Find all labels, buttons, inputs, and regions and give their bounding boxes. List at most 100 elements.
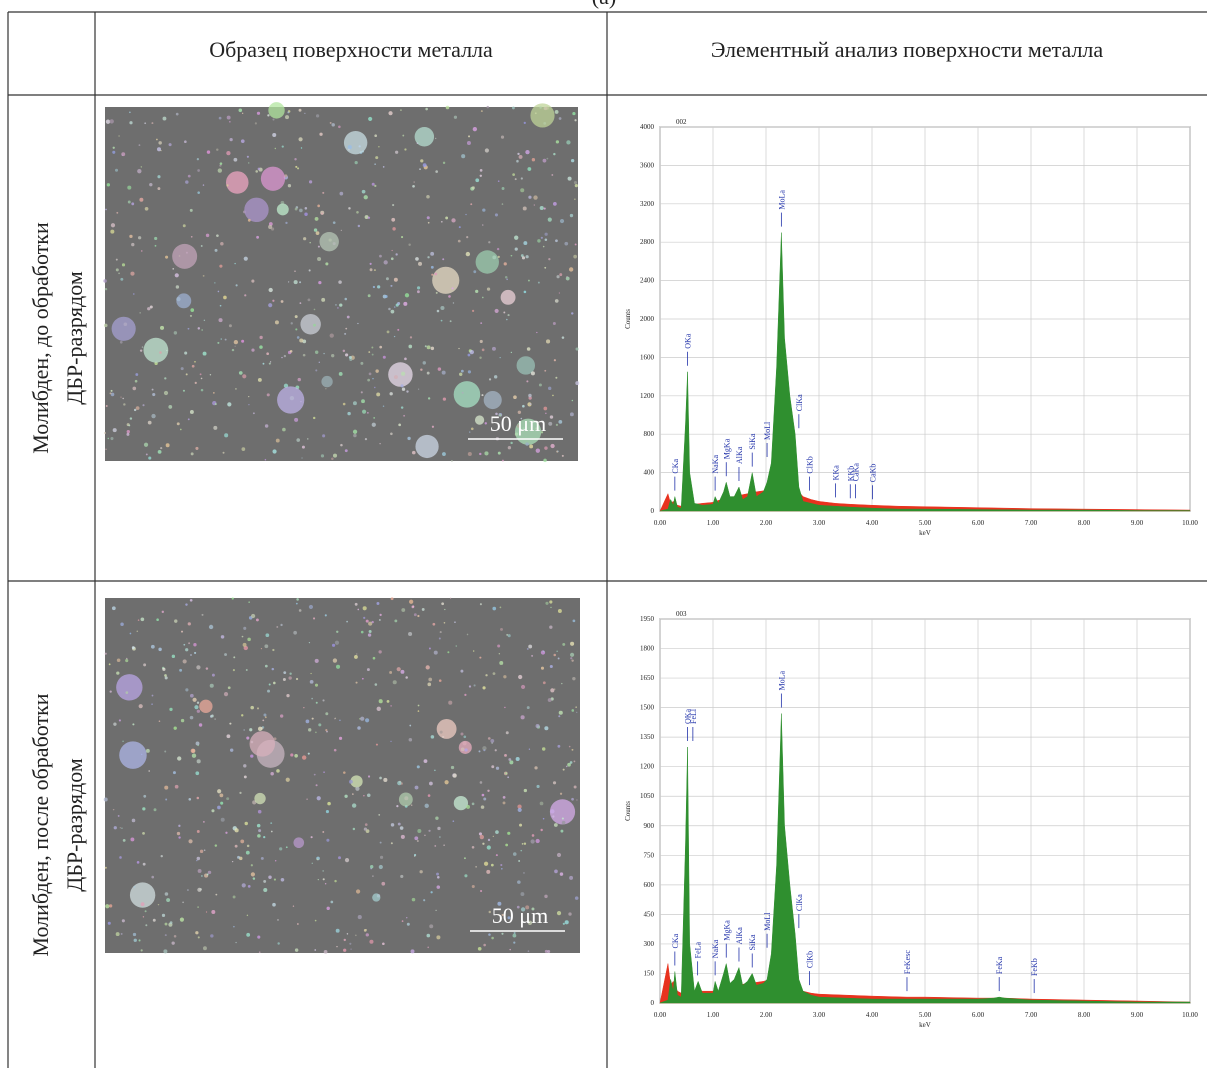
- particle: [115, 169, 118, 172]
- particle: [244, 198, 268, 222]
- particle: [509, 760, 513, 764]
- particle: [440, 731, 443, 734]
- particle: [372, 875, 373, 876]
- particle: [429, 648, 431, 650]
- particle: [123, 839, 126, 842]
- particle: [556, 275, 559, 278]
- particle: [395, 151, 398, 154]
- particle: [226, 734, 230, 738]
- particle: [491, 937, 494, 940]
- header-cell: Элементный анализ поверхности металла: [711, 37, 1104, 62]
- particle: [265, 665, 268, 668]
- particle: [358, 915, 362, 919]
- particle: [505, 773, 507, 775]
- particle: [574, 198, 575, 199]
- particle: [169, 708, 172, 711]
- particle: [277, 942, 279, 944]
- particle: [204, 849, 206, 851]
- particle: [110, 437, 113, 440]
- particle: [493, 672, 496, 675]
- particle: [569, 876, 573, 880]
- particle: [184, 352, 187, 355]
- particle: [343, 403, 346, 406]
- scale-bar-label: 50 μm: [492, 903, 548, 928]
- particle: [176, 293, 191, 308]
- particle: [524, 789, 527, 792]
- particle: [340, 444, 342, 446]
- particle: [248, 162, 249, 163]
- particle: [157, 147, 161, 151]
- particle: [440, 631, 442, 633]
- particle: [534, 204, 535, 205]
- particle: [243, 764, 246, 767]
- particle: [220, 305, 222, 307]
- peak-label: CaKb: [869, 464, 878, 483]
- particle: [218, 291, 220, 293]
- particle: [434, 273, 437, 276]
- peak-label: OKa: [684, 333, 693, 349]
- particle: [224, 653, 227, 656]
- particle: [525, 150, 529, 154]
- particle: [327, 907, 330, 910]
- particle: [394, 306, 396, 308]
- particle: [312, 863, 313, 864]
- particle: [309, 269, 311, 271]
- particle: [151, 414, 155, 418]
- particle: [211, 809, 214, 812]
- particle: [362, 678, 364, 680]
- particle: [473, 127, 477, 131]
- particle: [322, 434, 325, 437]
- particle: [116, 268, 119, 271]
- particle: [338, 280, 342, 284]
- particle: [336, 631, 338, 633]
- particle: [104, 324, 108, 328]
- particle: [321, 213, 323, 215]
- x-tick-label: 8.00: [1078, 519, 1091, 527]
- particle: [275, 860, 276, 861]
- particle: [194, 652, 196, 654]
- particle: [338, 856, 341, 859]
- particle: [126, 433, 129, 436]
- particle: [286, 778, 290, 782]
- particle: [523, 872, 524, 873]
- particle: [125, 691, 128, 694]
- particle: [293, 837, 304, 848]
- particle: [444, 609, 445, 610]
- particle: [468, 135, 470, 137]
- particle: [362, 410, 366, 414]
- particle: [276, 626, 278, 628]
- particle: [310, 680, 314, 684]
- particle: [562, 817, 564, 819]
- particle: [117, 658, 121, 662]
- y-tick-label: 3200: [640, 200, 655, 208]
- particle: [444, 622, 446, 624]
- particle: [251, 614, 255, 618]
- particle: [426, 665, 430, 669]
- particle: [358, 225, 360, 227]
- particle: [302, 755, 306, 759]
- particle: [239, 792, 241, 794]
- particle: [357, 609, 359, 611]
- particle: [439, 836, 441, 838]
- particle: [575, 706, 577, 708]
- particle: [127, 186, 131, 190]
- particle: [197, 906, 199, 908]
- particle: [132, 723, 134, 725]
- particle: [361, 631, 364, 634]
- particle: [401, 406, 403, 408]
- particle: [518, 675, 522, 679]
- x-tick-label: 1.00: [707, 1011, 720, 1019]
- particle: [206, 911, 207, 912]
- particle: [330, 901, 333, 904]
- particle: [504, 754, 507, 757]
- particle: [116, 932, 120, 936]
- particle: [345, 328, 347, 330]
- particle: [122, 398, 123, 399]
- y-tick-label: 150: [644, 969, 655, 977]
- particle: [247, 845, 250, 848]
- particle: [144, 122, 146, 124]
- particle: [400, 109, 402, 111]
- particle: [548, 387, 551, 390]
- x-tick-label: 3.00: [813, 1011, 826, 1019]
- particle: [262, 719, 264, 721]
